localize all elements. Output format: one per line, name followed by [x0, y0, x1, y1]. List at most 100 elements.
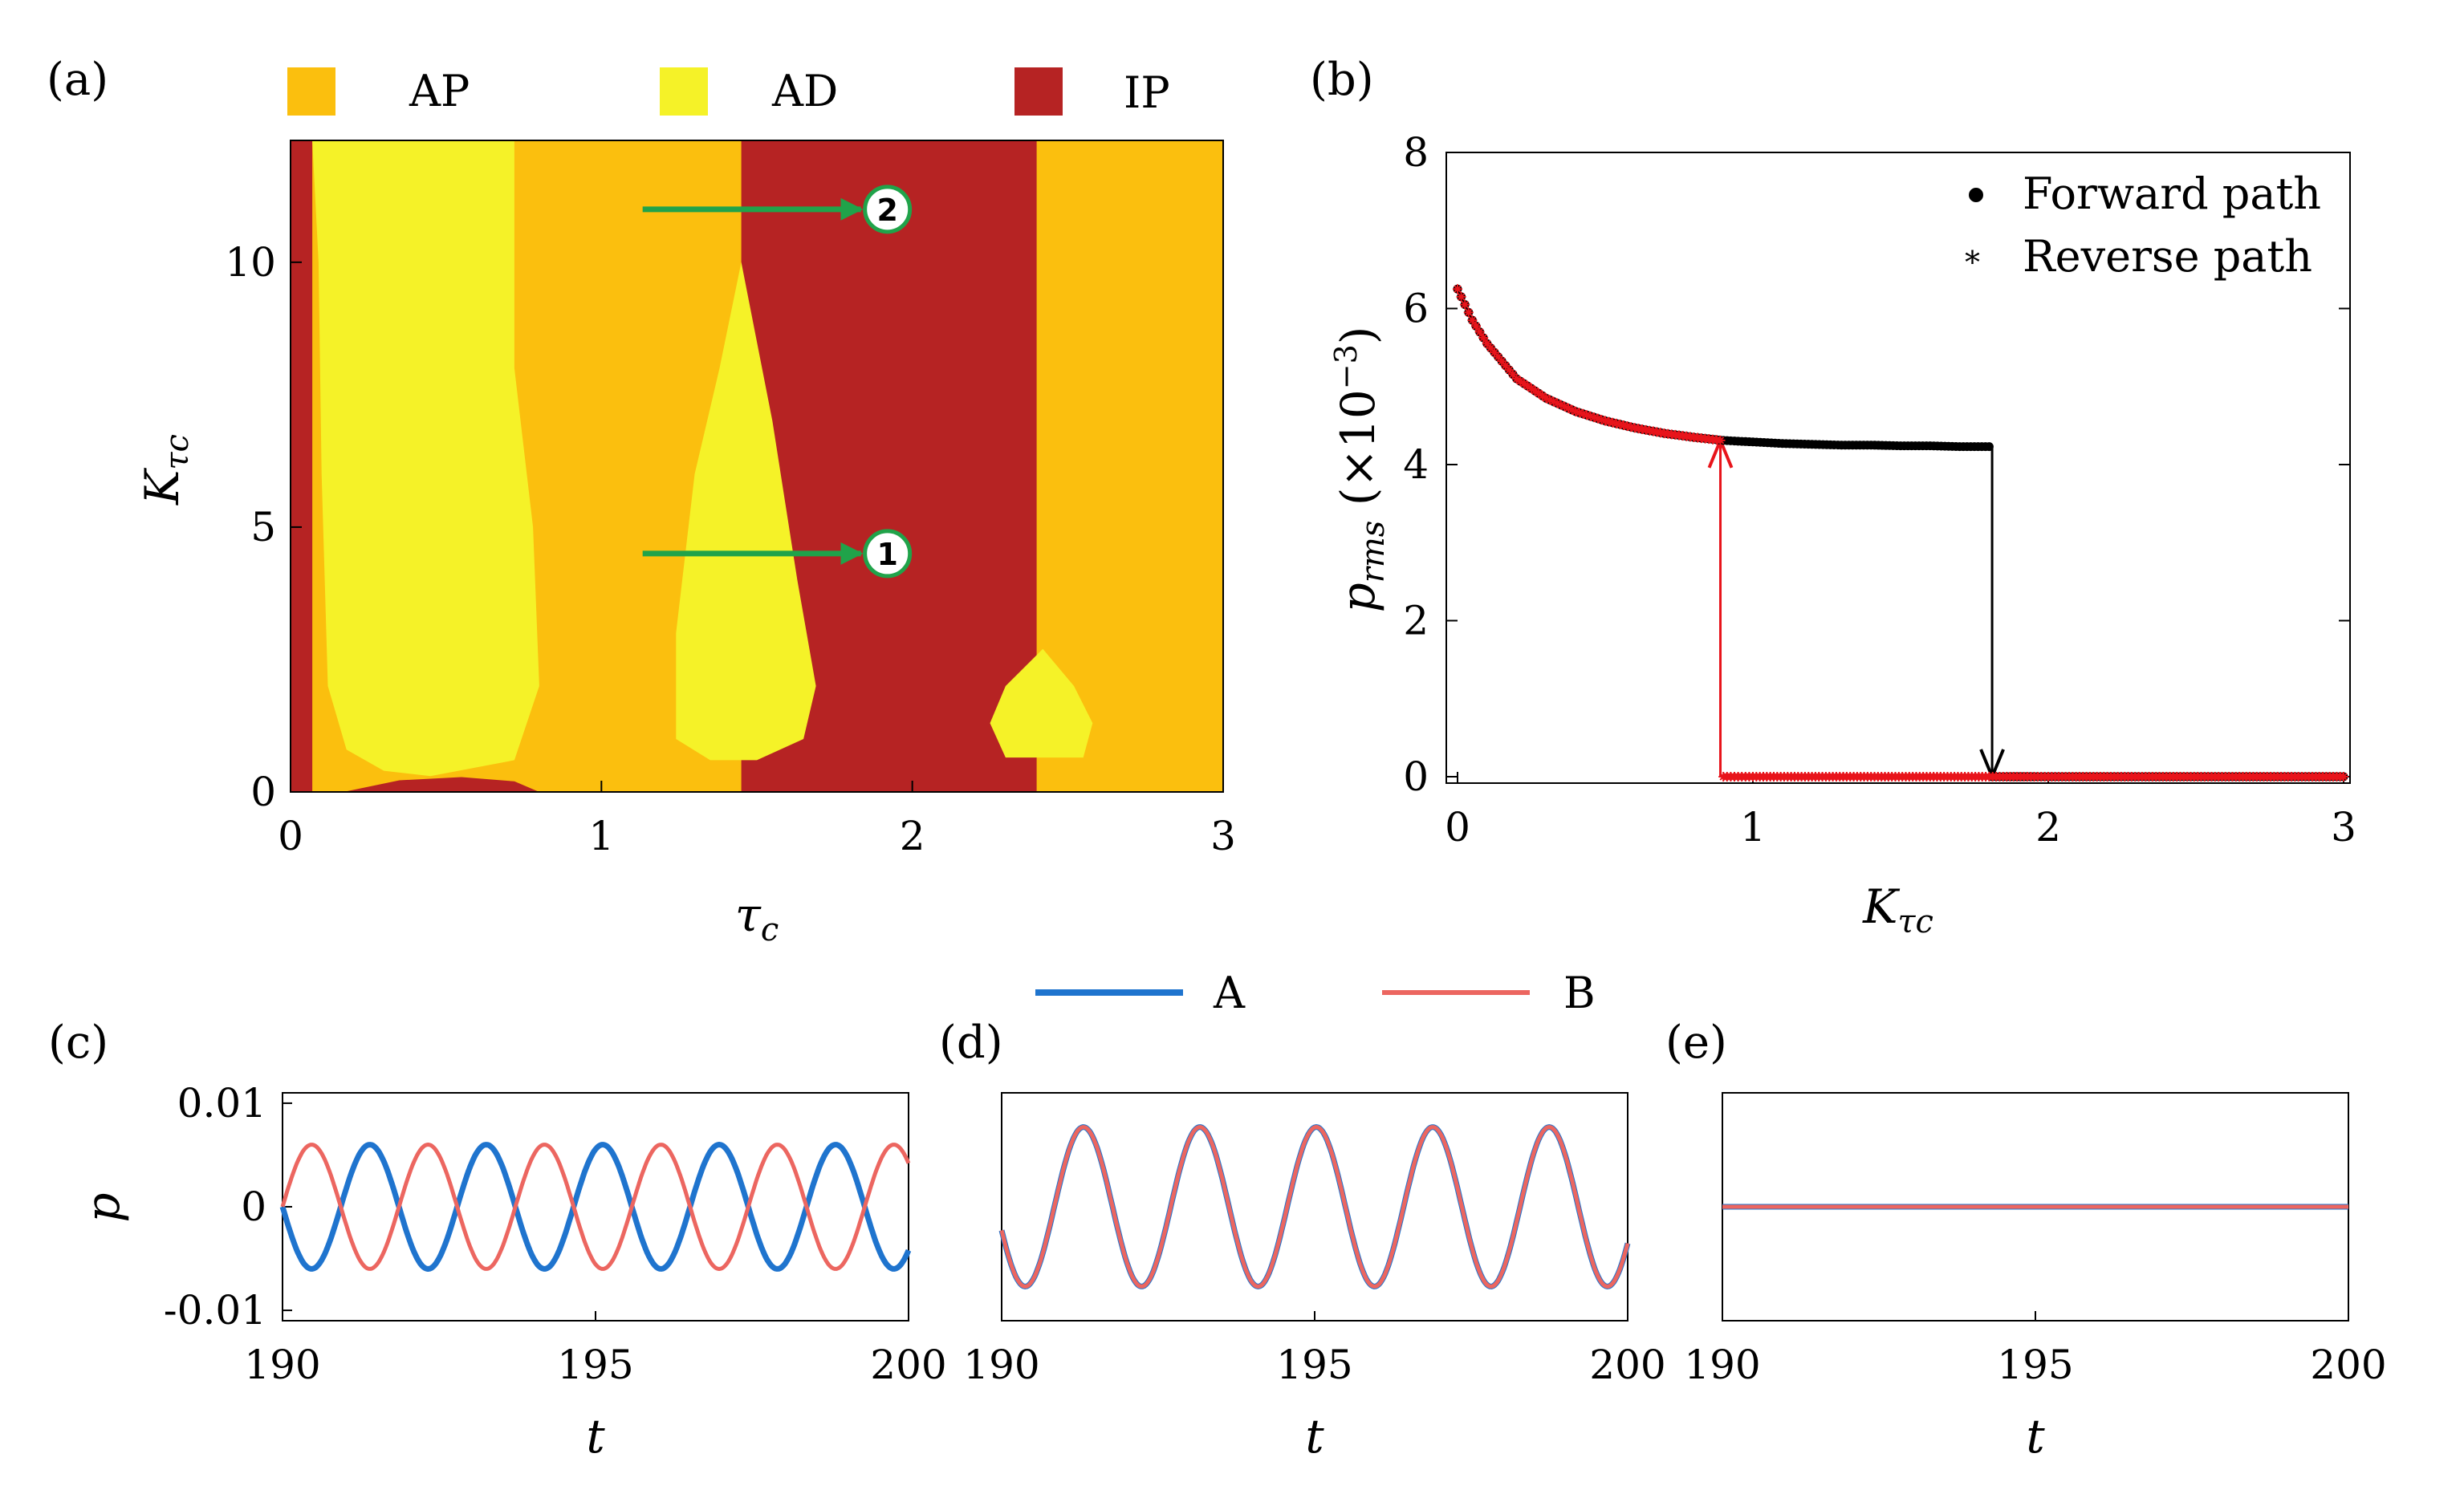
panel-e-label: (e) — [1665, 1017, 1727, 1069]
reverse-point — [1626, 422, 1637, 432]
p-symbol: p — [1331, 583, 1385, 612]
x-tick-label: 1 — [1740, 804, 1766, 851]
reverse-point — [1537, 391, 1547, 401]
y-tick-label: 5 — [250, 504, 276, 550]
reverse-point — [1474, 327, 1485, 337]
panel-b-frame — [1445, 152, 2351, 784]
annotation-circle — [863, 185, 913, 234]
reverse-point — [1519, 379, 1529, 389]
annotation-number: 2 — [876, 193, 897, 228]
series-line-b — [280, 1143, 911, 1271]
panel-c-frame — [282, 1092, 909, 1322]
reverse-point — [1500, 360, 1511, 371]
legend-swatch-ad — [660, 67, 708, 116]
y-tick-label: 0.01 — [177, 1080, 266, 1127]
panel-b-y-label: prms (×10−3) — [1328, 327, 1392, 613]
panel-b: (b) 0 1 2 3 0 2 4 6 8 Kτc prms (×10−3) Forward … — [1310, 54, 2356, 940]
reverse-point — [1578, 408, 1588, 419]
tau-symbol: τ — [735, 887, 762, 942]
panel-c-ticks: 190 195 200 0.01 0 -0.01 — [164, 1080, 947, 1388]
panel-d-x-label: t — [1305, 1409, 1324, 1464]
legend-label-forward: Forward path — [2023, 168, 2321, 219]
p-scale-unit: (×10 — [1331, 389, 1385, 520]
panel-e-ticks: 190 195 200 — [1684, 1311, 2387, 1388]
reverse-point — [1463, 307, 1474, 318]
reverse-point — [1504, 365, 1515, 376]
x-tick-label: 190 — [1684, 1342, 1760, 1388]
reverse-point — [1615, 419, 1625, 429]
reverse-point — [1571, 406, 1581, 416]
reverse-point — [1471, 321, 1481, 331]
reverse-point — [1527, 384, 1536, 394]
reverse-point — [1629, 423, 1640, 433]
region-ip-2 — [741, 140, 1037, 792]
panel-e: (e) 190 195 200 t — [1665, 1017, 2387, 1464]
panel-b-points — [1453, 284, 2348, 782]
reverse-point — [1559, 401, 1570, 412]
reverse-point — [1511, 374, 1522, 384]
p-scale-exponent: −3 — [1328, 344, 1364, 389]
reverse-point — [1596, 415, 1607, 425]
reverse-point — [1563, 403, 1573, 413]
reverse-point — [1515, 376, 1526, 387]
region-ad-3 — [676, 262, 816, 761]
k-subscript: τc — [1897, 903, 1933, 940]
x-tick-label: 1 — [588, 813, 614, 859]
reverse-point — [1589, 412, 1600, 423]
panel-c-y-label: p — [75, 1192, 130, 1222]
x-tick-label: 2 — [900, 813, 925, 859]
reverse-point — [1608, 417, 1618, 428]
legend-label-ap: AP — [409, 66, 470, 116]
panel-c-x-label: t — [586, 1409, 605, 1464]
y-tick-label: 0 — [1403, 753, 1429, 800]
panel-a-x-label: τc — [735, 887, 779, 948]
reverse-point — [1552, 398, 1563, 408]
legend-swatch-ap — [287, 67, 335, 116]
tau-subscript: c — [761, 911, 779, 948]
x-tick-label: 0 — [1445, 804, 1470, 851]
reverse-point — [1545, 395, 1555, 405]
panel-a-y-ticks: 0 5 10 — [225, 239, 302, 815]
legend-label-ip: IP — [1124, 67, 1170, 118]
x-tick-label: 2 — [2035, 804, 2061, 851]
region-ad-1 — [312, 140, 539, 777]
reverse-point — [1585, 411, 1596, 421]
reverse-point — [1478, 332, 1489, 343]
forward-point — [1984, 442, 1994, 452]
x-tick-label: 190 — [963, 1342, 1039, 1388]
reverse-point — [1718, 772, 1729, 782]
reverse-point — [1548, 396, 1559, 407]
reverse-point — [1530, 386, 1540, 396]
panel-d: (d) 190 195 200 t — [939, 1017, 1666, 1464]
x-tick-label: 3 — [1210, 813, 1236, 859]
p-scale-close: ) — [1331, 327, 1385, 345]
panel-a-legend: AP AD IP — [287, 66, 1170, 118]
annotation-number: 1 — [876, 537, 897, 572]
legend-swatch-ip — [1014, 67, 1063, 116]
panel-b-label: (b) — [1310, 54, 1374, 106]
legend-marker-reverse: * — [1965, 245, 1980, 280]
panel-c-series — [279, 1142, 912, 1272]
y-tick-label: 4 — [1403, 441, 1429, 488]
panel-a-x-ticks: 0 1 2 3 — [278, 781, 1236, 859]
reverse-point — [1622, 421, 1633, 432]
region-ad-4 — [990, 648, 1093, 758]
x-tick-label: 190 — [244, 1342, 320, 1388]
y-tick-label: 0 — [241, 1184, 266, 1230]
reverse-point — [1467, 315, 1478, 326]
x-tick-label: 200 — [870, 1342, 946, 1388]
reverse-point — [1541, 393, 1551, 404]
x-tick-label: 195 — [1997, 1342, 2073, 1388]
y-tick-label: 6 — [1403, 286, 1429, 332]
reverse-point — [1508, 369, 1518, 380]
panel-a-frame — [290, 140, 1224, 793]
reverse-point — [1486, 343, 1496, 353]
k-symbol: K — [1862, 879, 1901, 934]
reverse-point — [1619, 420, 1628, 431]
reverse-point — [1592, 413, 1603, 424]
x-tick-label: 3 — [2331, 804, 2356, 851]
reverse-point — [1497, 356, 1507, 367]
region-ip-5 — [343, 777, 539, 792]
legend-label-b: B — [1563, 968, 1596, 1018]
